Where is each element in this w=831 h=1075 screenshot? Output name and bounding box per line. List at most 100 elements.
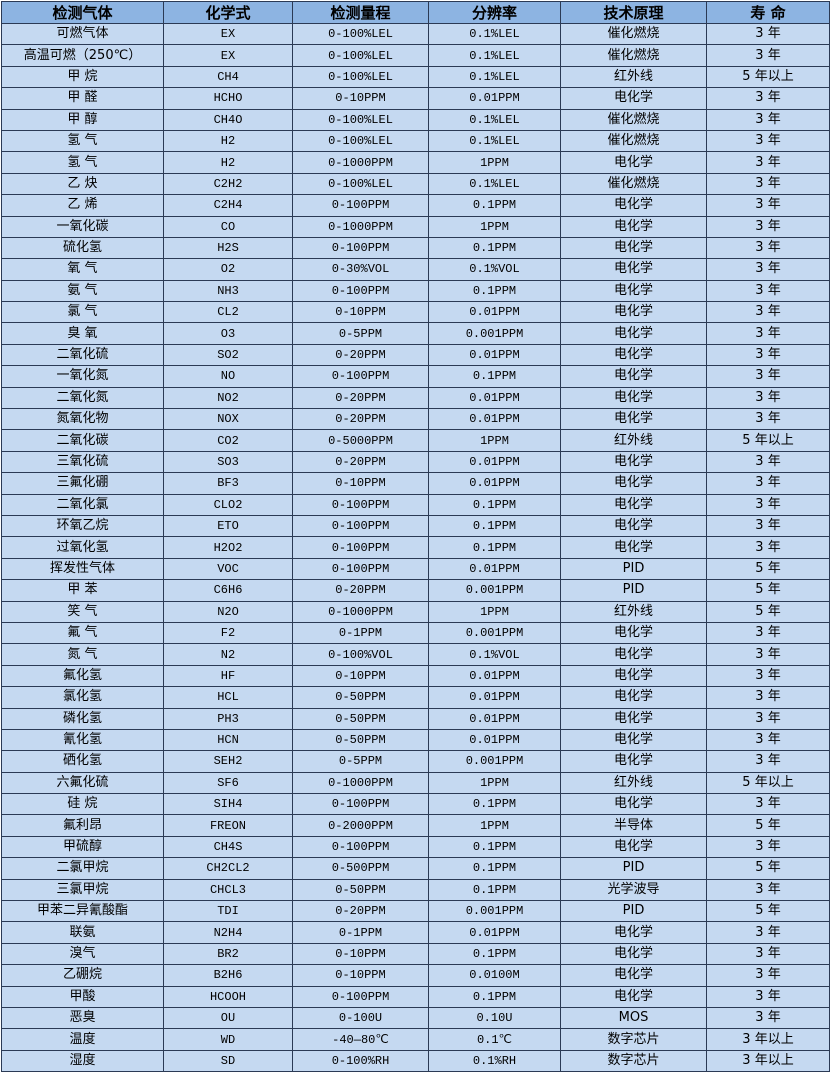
cell-principle: 数字芯片 bbox=[560, 1049, 707, 1073]
cell-resolution: 1PPM bbox=[428, 429, 561, 452]
cell-range: 0-1000PPM bbox=[292, 151, 429, 174]
cell-resolution: 0.1%LEL bbox=[428, 172, 561, 196]
cell-range: 0-50PPM bbox=[292, 686, 429, 709]
cell-principle: 电化学 bbox=[560, 621, 707, 645]
cell-formula: NOX bbox=[163, 408, 293, 431]
cell-lifespan: 3 年 bbox=[706, 301, 830, 324]
cell-lifespan: 3 年 bbox=[706, 151, 830, 174]
cell-range: 0-10PPM bbox=[292, 301, 429, 324]
cell-formula: CH4 bbox=[163, 65, 293, 89]
cell-principle: 催化燃烧 bbox=[560, 172, 707, 196]
cell-range: 0-100%LEL bbox=[292, 172, 429, 196]
cell-gas: 二氯甲烷 bbox=[1, 857, 164, 880]
cell-gas: 笑 气 bbox=[1, 600, 164, 623]
cell-gas: 氢 气 bbox=[1, 151, 164, 174]
header-gas: 检测气体 bbox=[1, 1, 164, 24]
cell-gas: 甲 烷 bbox=[1, 65, 164, 89]
cell-resolution: 0.1%LEL bbox=[428, 65, 561, 89]
cell-resolution: 0.01PPM bbox=[428, 343, 561, 367]
cell-formula: H2 bbox=[163, 129, 293, 153]
cell-resolution: 0.01PPM bbox=[428, 301, 561, 324]
cell-resolution: 0.1PPM bbox=[428, 493, 561, 516]
cell-principle: 电化学 bbox=[560, 408, 707, 431]
cell-resolution: 0.01PPM bbox=[428, 408, 561, 431]
cell-principle: 电化学 bbox=[560, 964, 707, 987]
cell-range: 0-20PPM bbox=[292, 579, 429, 602]
cell-principle: 电化学 bbox=[560, 686, 707, 709]
cell-resolution: 0.01PPM bbox=[428, 707, 561, 730]
cell-lifespan: 3 年 bbox=[706, 536, 830, 559]
cell-range: 0-10PPM bbox=[292, 942, 429, 966]
cell-gas: 乙硼烷 bbox=[1, 964, 164, 987]
cell-formula: NH3 bbox=[163, 279, 293, 303]
cell-lifespan: 3 年 bbox=[706, 643, 830, 666]
cell-gas: 氨 气 bbox=[1, 279, 164, 303]
cell-principle: 电化学 bbox=[560, 707, 707, 730]
cell-lifespan: 3 年 bbox=[706, 964, 830, 987]
table-row: 二氧化碳 CO2 0-5000PPM 1PPM 红外线 5 年以上 bbox=[1, 429, 830, 452]
cell-gas: 一氧化氮 bbox=[1, 365, 164, 388]
cell-range: 0-30%VOL bbox=[292, 258, 429, 281]
table-row: 甲苯二异氰酸酯 TDI 0-20PPM 0.001PPM PID 5 年 bbox=[1, 900, 830, 923]
cell-principle: 电化学 bbox=[560, 151, 707, 174]
cell-principle: 电化学 bbox=[560, 236, 707, 260]
cell-principle: MOS bbox=[560, 1006, 707, 1030]
cell-resolution: 0.1%RH bbox=[428, 1049, 561, 1073]
cell-range: 0-100%LEL bbox=[292, 22, 429, 46]
cell-range: 0-100PPM bbox=[292, 793, 429, 816]
cell-range: 0-100U bbox=[292, 1006, 429, 1030]
table-row: 硅 烷 SIH4 0-100PPM 0.1PPM 电化学 3 年 bbox=[1, 793, 830, 816]
cell-gas: 可燃气体 bbox=[1, 22, 164, 46]
cell-gas: 三氟化硼 bbox=[1, 472, 164, 495]
cell-principle: 电化学 bbox=[560, 343, 707, 367]
table-row: 二氧化氯 CLO2 0-100PPM 0.1PPM 电化学 3 年 bbox=[1, 493, 830, 516]
cell-formula: ETO bbox=[163, 514, 293, 538]
cell-gas: 氧 气 bbox=[1, 258, 164, 281]
cell-range: 0-10PPM bbox=[292, 472, 429, 495]
cell-gas: 氟 气 bbox=[1, 621, 164, 645]
cell-gas: 环氧乙烷 bbox=[1, 514, 164, 538]
cell-formula: H2S bbox=[163, 236, 293, 260]
cell-principle: 电化学 bbox=[560, 87, 707, 110]
cell-gas: 氮 气 bbox=[1, 643, 164, 666]
cell-lifespan: 5 年 bbox=[706, 857, 830, 880]
cell-formula: OU bbox=[163, 1006, 293, 1030]
cell-formula: N2 bbox=[163, 643, 293, 666]
cell-principle: 光学波导 bbox=[560, 878, 707, 902]
cell-lifespan: 3 年 bbox=[706, 236, 830, 260]
cell-gas: 甲 醇 bbox=[1, 108, 164, 131]
cell-formula: O2 bbox=[163, 258, 293, 281]
table-row: 氢 气 H2 0-1000PPM 1PPM 电化学 3 年 bbox=[1, 151, 830, 174]
cell-lifespan: 3 年 bbox=[706, 664, 830, 688]
table-row: 氮 气 N2 0-100%VOL 0.1%VOL 电化学 3 年 bbox=[1, 643, 830, 666]
cell-formula: F2 bbox=[163, 621, 293, 645]
cell-resolution: 0.1PPM bbox=[428, 536, 561, 559]
cell-gas: 硫化氢 bbox=[1, 236, 164, 260]
cell-formula: C2H4 bbox=[163, 194, 293, 217]
table-row: 乙 炔 C2H2 0-100%LEL 0.1%LEL 催化燃烧 3 年 bbox=[1, 172, 830, 196]
cell-gas: 硒化氢 bbox=[1, 750, 164, 773]
cell-gas: 乙 炔 bbox=[1, 172, 164, 196]
table-row: 氟 气 F2 0-1PPM 0.001PPM 电化学 3 年 bbox=[1, 621, 830, 645]
table-row: 氢 气 H2 0-100%LEL 0.1%LEL 催化燃烧 3 年 bbox=[1, 129, 830, 153]
cell-resolution: 0.1%VOL bbox=[428, 258, 561, 281]
table-row: 甲 苯 C6H6 0-20PPM 0.001PPM PID 5 年 bbox=[1, 579, 830, 602]
cell-gas: 过氧化氢 bbox=[1, 536, 164, 559]
table-row: 笑 气 N2O 0-1000PPM 1PPM 红外线 5 年 bbox=[1, 600, 830, 623]
table-row: 甲 醛 HCHO 0-10PPM 0.01PPM 电化学 3 年 bbox=[1, 87, 830, 110]
cell-range: 0-20PPM bbox=[292, 450, 429, 474]
cell-lifespan: 3 年 bbox=[706, 172, 830, 196]
cell-range: 0-50PPM bbox=[292, 728, 429, 752]
cell-lifespan: 3 年 bbox=[706, 686, 830, 709]
cell-resolution: 0.1%LEL bbox=[428, 22, 561, 46]
cell-lifespan: 5 年 bbox=[706, 900, 830, 923]
cell-gas: 氢 气 bbox=[1, 129, 164, 153]
cell-resolution: 0.01PPM bbox=[428, 386, 561, 410]
cell-formula: EX bbox=[163, 44, 293, 67]
cell-lifespan: 3 年 bbox=[706, 322, 830, 345]
cell-formula: HCOOH bbox=[163, 985, 293, 1008]
cell-range: 0-100PPM bbox=[292, 365, 429, 388]
cell-gas: 二氧化硫 bbox=[1, 343, 164, 367]
table-row: 甲硫醇 CH4S 0-100PPM 0.1PPM 电化学 3 年 bbox=[1, 835, 830, 859]
cell-range: 0-100PPM bbox=[292, 236, 429, 260]
